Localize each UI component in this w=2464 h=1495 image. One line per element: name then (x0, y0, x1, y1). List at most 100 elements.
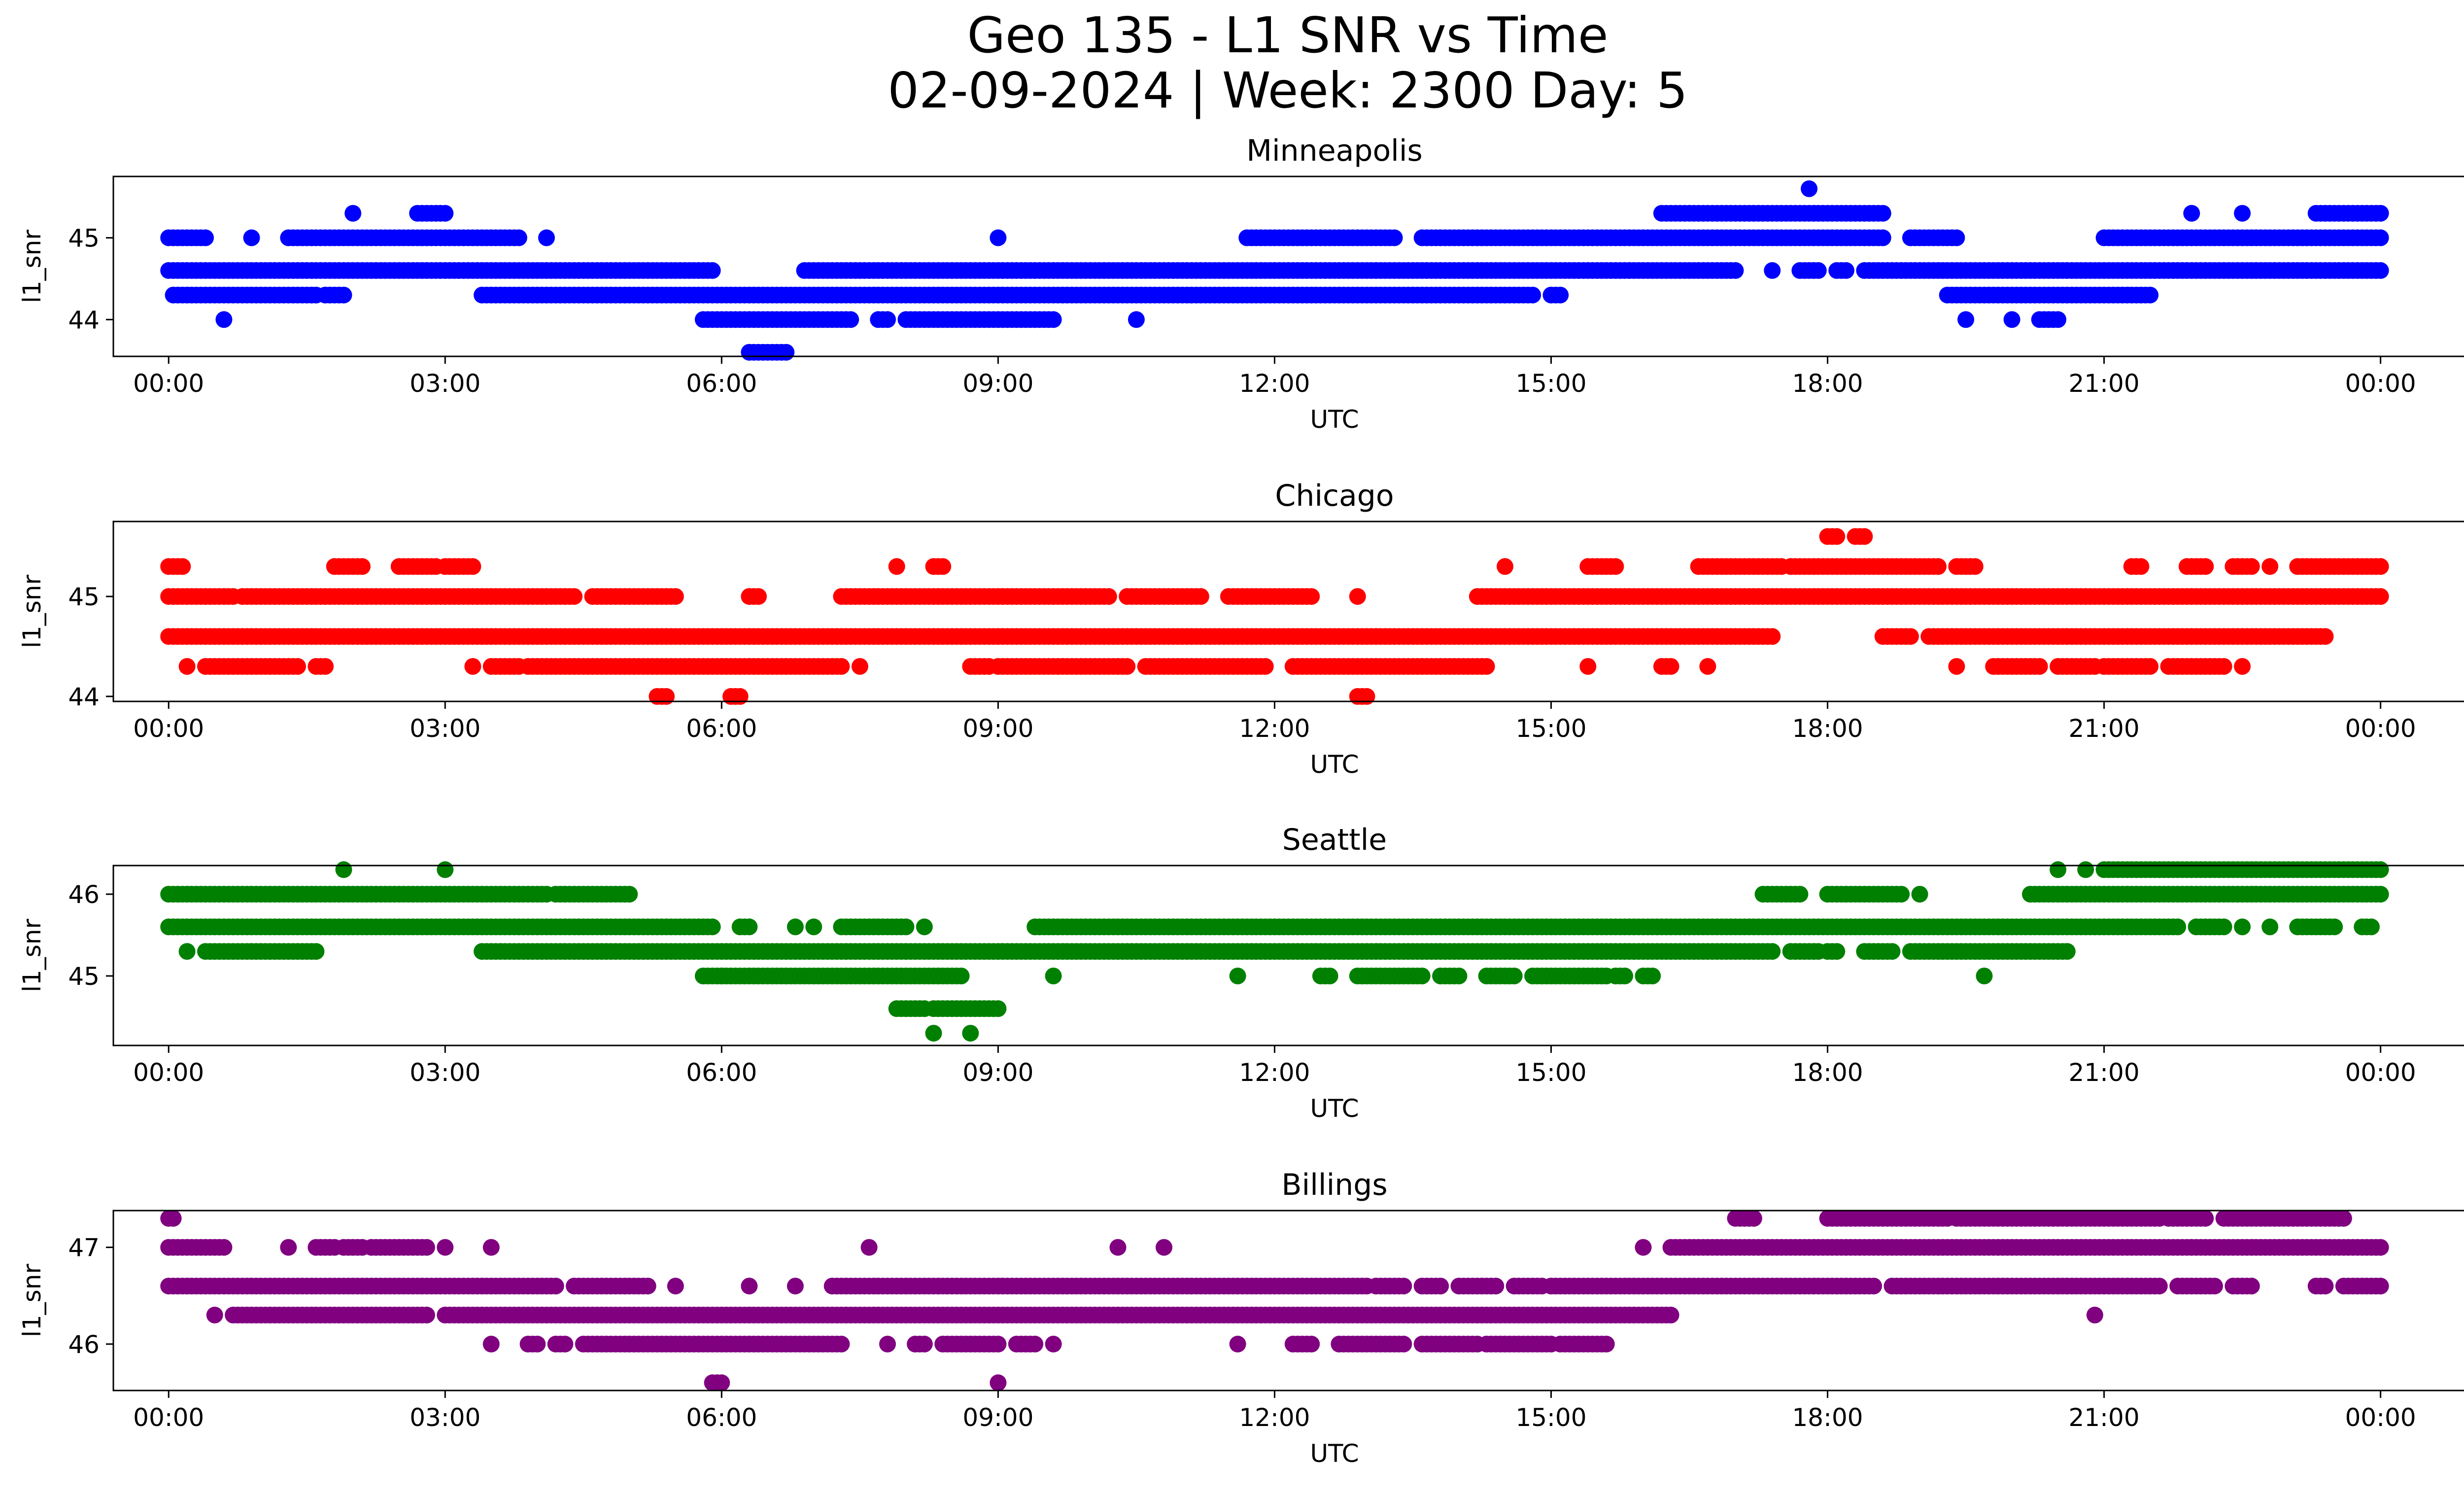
data-point (1100, 588, 1117, 605)
data-point (2317, 628, 2334, 645)
x-tick-label: 00:00 (133, 714, 204, 743)
y-tick-label: 45 (68, 224, 100, 252)
data-point (2363, 918, 2380, 936)
data-point (1662, 1306, 1679, 1323)
data-point (1128, 311, 1145, 328)
data-point (1524, 286, 1541, 304)
data-point (464, 558, 481, 575)
x-tick-label: 03:00 (410, 714, 480, 743)
x-tick-label: 06:00 (686, 369, 757, 398)
data-point (437, 205, 454, 222)
data-point (990, 1335, 1007, 1353)
x-tick-label: 12:00 (1239, 1403, 1310, 1432)
data-point (2243, 558, 2260, 575)
x-tick-label: 00:00 (133, 1403, 204, 1432)
data-point (547, 1278, 564, 1295)
x-tick-label: 12:00 (1239, 714, 1310, 743)
data-point (289, 658, 306, 675)
data-point (916, 1335, 933, 1353)
data-point (538, 229, 555, 246)
data-point (1303, 588, 1320, 605)
data-point (1395, 1335, 1412, 1353)
data-point (953, 968, 970, 984)
data-point (1828, 943, 1846, 960)
data-point (2372, 262, 2389, 279)
data-point (2086, 1306, 2103, 1323)
data-point (1976, 968, 1993, 984)
data-point (1506, 968, 1523, 984)
data-point (1413, 968, 1431, 984)
data-point (2372, 558, 2389, 575)
data-point (354, 558, 371, 575)
plot-frame (112, 175, 2464, 357)
data-point (1156, 1239, 1172, 1256)
x-tick-label: 21:00 (2069, 1058, 2140, 1087)
data-point (778, 344, 795, 361)
data-point (934, 558, 952, 575)
plot-frame (112, 865, 2464, 1046)
data-point (2031, 658, 2048, 675)
data-point (197, 229, 214, 246)
data-point (280, 1239, 297, 1256)
y-axis-label: l1_snr (18, 230, 46, 303)
data-point (1764, 262, 1781, 279)
x-tick-label: 12:00 (1239, 369, 1310, 398)
data-point (1745, 1210, 1762, 1227)
data-point (1192, 588, 1209, 605)
data-point (1911, 886, 1928, 903)
x-tick-label: 21:00 (2069, 369, 2140, 398)
data-point (1902, 628, 1919, 645)
data-point (925, 1025, 942, 1042)
subplot-title: Chicago (1275, 479, 1394, 513)
data-point (990, 1000, 1007, 1017)
data-point (962, 1025, 979, 1042)
data-point (2372, 588, 2389, 605)
data-point (787, 918, 804, 936)
x-tick-label: 00:00 (133, 1058, 204, 1087)
data-point (731, 688, 749, 705)
data-point (621, 886, 638, 903)
data-point (2169, 918, 2187, 936)
data-point (2372, 886, 2389, 903)
x-tick-label: 03:00 (410, 1403, 480, 1432)
data-point (860, 1239, 878, 1256)
data-point (174, 558, 191, 575)
y-tick-label: 44 (68, 306, 100, 334)
data-point (658, 688, 675, 705)
data-point (1727, 262, 1744, 279)
data-point (1828, 528, 1846, 545)
y-axis-label: l1_snr (18, 919, 46, 992)
figure-title-line2: 02-09-2024 | Week: 2300 Day: 5 (888, 62, 1687, 119)
data-point (2234, 205, 2251, 222)
data-point (1229, 1335, 1246, 1353)
data-point (851, 658, 868, 675)
data-point (1027, 1335, 1044, 1353)
subplot-title: Billings (1281, 1168, 1387, 1202)
x-tick-label: 09:00 (962, 1403, 1033, 1432)
data-point (2261, 918, 2279, 936)
data-point (916, 918, 933, 936)
data-point (1395, 1278, 1412, 1295)
x-tick-label: 15:00 (1515, 714, 1586, 743)
y-axis-label: l1_snr (18, 575, 46, 648)
data-point (464, 658, 481, 675)
data-point (704, 262, 721, 279)
data-point (787, 1278, 804, 1295)
data-point (2003, 311, 2020, 328)
x-tick-label: 21:00 (2069, 714, 2140, 743)
data-point (1045, 1335, 1062, 1353)
data-point (2050, 311, 2067, 328)
x-tick-label: 00:00 (2345, 1058, 2416, 1087)
data-point (2050, 861, 2067, 878)
data-point (1229, 968, 1246, 984)
data-point (2335, 1210, 2352, 1227)
data-point (1358, 688, 1375, 705)
data-point (1432, 1278, 1449, 1295)
data-point (1321, 968, 1338, 984)
data-point (1497, 558, 1513, 575)
x-tick-label: 15:00 (1515, 1058, 1586, 1087)
data-point (888, 558, 905, 575)
